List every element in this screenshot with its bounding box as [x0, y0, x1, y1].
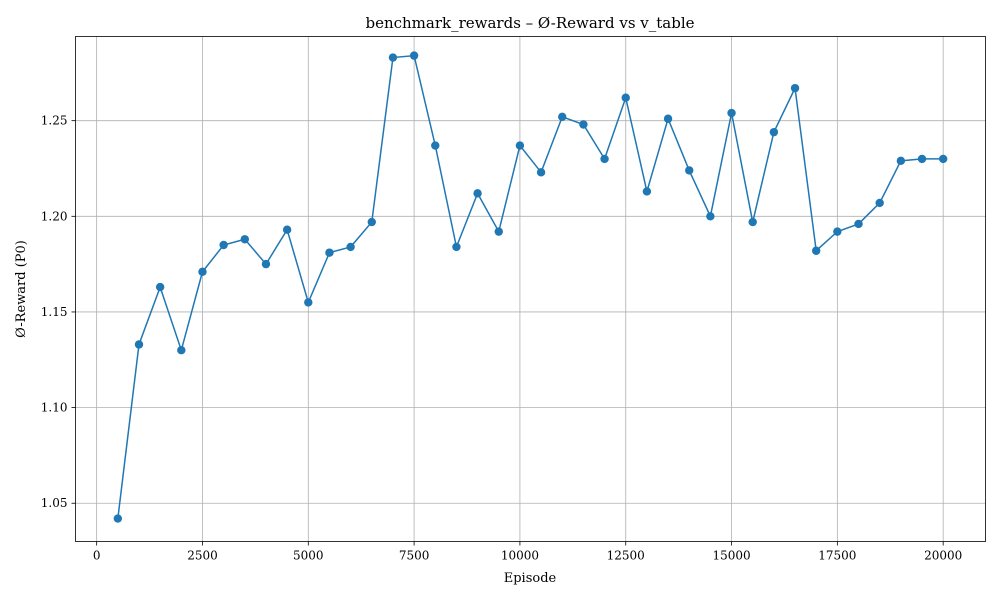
data-point: [134, 340, 144, 349]
data-point: [621, 93, 630, 102]
data-point: [685, 166, 694, 175]
grid-lines: [75, 36, 986, 542]
x-tick-label: 20000: [924, 549, 962, 563]
series-line: [117, 54, 944, 519]
data-point: [854, 219, 863, 229]
data-point: [811, 246, 821, 255]
y-tick-label: 1.25: [41, 114, 68, 128]
series-line-layer: [117, 54, 944, 519]
data-point: [896, 156, 906, 166]
data-point: [748, 217, 757, 227]
data-point: [938, 154, 948, 164]
data-point: [558, 112, 567, 122]
data-point: [663, 114, 673, 123]
data-point: [367, 217, 376, 227]
x-tick-label: 12500: [607, 549, 645, 563]
data-point: [240, 235, 250, 244]
x-axis-ticks: 0 2500 5000 7500 10000 12500 15000 17500 20000: [93, 541, 962, 563]
data-points: [113, 51, 948, 523]
data-point: [261, 259, 271, 269]
data-point: [917, 154, 927, 164]
data-point: [727, 108, 736, 118]
x-tick-label: 17500: [818, 549, 856, 563]
x-tick-label: 10000: [501, 549, 539, 563]
data-point: [515, 141, 525, 150]
x-tick-label: 2500: [187, 549, 218, 563]
data-point: [177, 346, 186, 355]
data-point: [219, 240, 228, 250]
x-tick-label: 15000: [712, 549, 750, 563]
data-point: [600, 154, 609, 164]
data-point: [833, 227, 842, 236]
plot-frame: [75, 36, 986, 542]
x-axis-label: Episode: [504, 571, 557, 586]
x-tick-label: 7500: [399, 549, 430, 563]
data-point: [875, 198, 884, 208]
x-tick-label: 5000: [293, 549, 324, 563]
y-tick-label: 1.10: [41, 401, 68, 415]
y-axis-ticks: 1.05 1.10 1.15 1.20 1.25: [41, 114, 76, 510]
data-point: [706, 212, 715, 221]
data-point: [304, 298, 313, 307]
data-point: [769, 127, 779, 137]
y-tick-label: 1.05: [41, 496, 68, 510]
data-point: [452, 242, 461, 252]
data-point: [473, 189, 482, 198]
data-point: [282, 225, 292, 234]
data-point: [346, 242, 355, 252]
data-point: [113, 514, 123, 523]
y-axis-label: Ø-Reward (P0): [14, 240, 29, 338]
data-point: [431, 141, 440, 150]
data-point: [388, 53, 398, 62]
data-point: [155, 282, 165, 292]
data-point: [198, 267, 207, 276]
data-point: [790, 83, 800, 93]
data-point: [642, 187, 652, 196]
data-point: [536, 168, 546, 177]
data-point: [579, 120, 588, 129]
y-tick-label: 1.20: [41, 209, 68, 223]
data-point: [409, 51, 419, 60]
chart-title: benchmark_rewards – Ø-Reward vs v_table: [365, 14, 694, 32]
x-tick-label: 0: [93, 549, 101, 563]
data-point: [325, 248, 334, 257]
y-tick-label: 1.15: [41, 305, 68, 319]
data-point: [494, 227, 503, 236]
